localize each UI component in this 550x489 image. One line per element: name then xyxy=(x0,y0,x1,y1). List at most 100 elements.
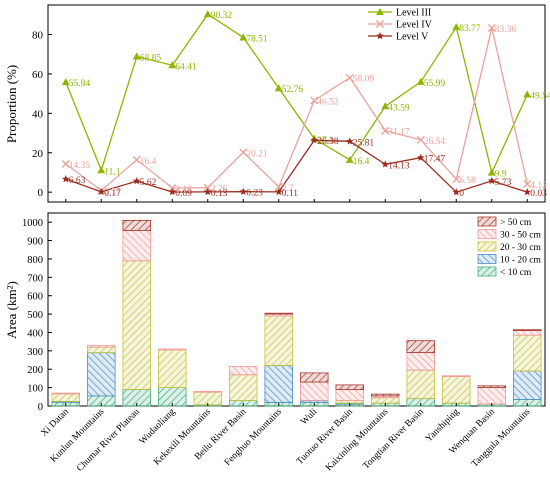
bottom-y-axis: 0 100 200 300 400 500 600 700 800 900 1000 xyxy=(22,218,52,413)
data-label-level-v: 17.47 xyxy=(424,155,446,165)
data-label-level-v: 0.13 xyxy=(211,189,228,199)
point-level-v xyxy=(61,175,70,183)
point-level-iv xyxy=(61,159,70,168)
point-level-v xyxy=(239,187,248,195)
top-series-lines xyxy=(61,10,532,196)
point-level-iv xyxy=(487,23,496,32)
bar-segment-10-20-cm xyxy=(87,352,116,397)
x-tick-label-yanshiping: Yanshiping xyxy=(424,407,462,445)
bar-segment-50-cm xyxy=(477,385,506,388)
bar-segment-50-cm xyxy=(513,329,542,332)
bar-segment-50-cm xyxy=(370,393,400,397)
bar-segment-20-30-cm xyxy=(157,349,187,388)
legend-marker-level-v xyxy=(376,32,384,40)
point-level-iii xyxy=(274,84,283,92)
legend-label-10-20-cm: 10 - 20 cm xyxy=(500,256,542,266)
point-level-iv xyxy=(523,180,532,189)
data-label-level-v: 0.09 xyxy=(175,189,192,199)
bar-segment-20-30-cm xyxy=(228,374,258,401)
point-level-iii xyxy=(345,155,354,163)
series-line-level-iii xyxy=(65,13,528,175)
bar-segment-50-cm xyxy=(299,372,329,383)
point-level-iii xyxy=(452,23,461,31)
x-tick-label-kaixinling-mountains: Kaixinling Mountains xyxy=(324,407,390,473)
data-label-level-iv: 83.36 xyxy=(495,25,517,35)
bar-segment-20-30-cm xyxy=(370,397,400,404)
point-level-iii xyxy=(61,78,70,86)
point-level-v xyxy=(452,188,461,196)
data-label-level-v: 5.62 xyxy=(140,178,157,188)
bar-segment-30-50-cm xyxy=(228,366,258,376)
legend-label-level-v: Level V xyxy=(396,32,429,43)
bottom-plot-frame xyxy=(47,212,546,407)
bottom-y-tick-label: 600 xyxy=(27,292,43,303)
top-y-axis: 0 20 40 60 80 xyxy=(32,30,528,202)
legend-swatch-50-cm xyxy=(477,216,497,227)
data-label-level-iii: 83.77 xyxy=(459,24,481,34)
point-level-iv xyxy=(310,96,319,105)
data-label-level-iii: 43.59 xyxy=(388,103,410,113)
data-label-level-v: 26.38 xyxy=(317,137,339,147)
bar-segment-30-50-cm xyxy=(87,344,116,348)
bar-segment-20-30-cm xyxy=(51,393,81,402)
bottom-y-tick-label: 1000 xyxy=(22,218,43,229)
bottom-y-tick-label: 800 xyxy=(27,255,43,266)
bar-segment-10-20-cm xyxy=(513,370,542,401)
legend-label-10-cm: < 10 cm xyxy=(500,268,532,278)
data-label-level-v: 25.81 xyxy=(353,138,375,148)
point-level-v xyxy=(132,177,141,185)
bar-segment-20-30-cm xyxy=(335,400,364,404)
bottom-y-axis-label: Area (km²) xyxy=(4,281,19,339)
legend-label-50-cm: > 50 cm xyxy=(500,218,532,228)
bar-segment-30-50-cm xyxy=(477,387,506,405)
point-level-iii xyxy=(381,102,390,110)
legend-swatch-20-30-cm xyxy=(477,241,497,252)
legend-marker-level-iv xyxy=(376,20,384,28)
data-label-level-iv: 14.35 xyxy=(69,161,91,171)
legend-label-level-iii: Level III xyxy=(396,8,431,19)
top-y-tick-label: 60 xyxy=(32,69,44,81)
point-level-iv xyxy=(345,73,354,82)
data-label-level-iv: 2.26 xyxy=(211,185,228,195)
data-label-level-v: 14.13 xyxy=(388,161,410,171)
data-label-level-iii: 9.9 xyxy=(495,170,507,180)
bottom-y-tick-label: 100 xyxy=(27,384,43,395)
data-label-level-iv: 31.17 xyxy=(388,128,410,138)
legend-label-30-50-cm: 30 - 50 cm xyxy=(500,231,542,241)
data-label-level-iv: 0.77 xyxy=(104,188,121,198)
point-level-iii xyxy=(523,90,532,98)
data-label-level-iv: 2.13 xyxy=(175,185,192,195)
top-data-labels: 55.84 11.1 68.85 64.41 90.32 78.51 52.76 27.1 16… xyxy=(69,11,550,199)
data-label-level-iv: 46.52 xyxy=(317,98,339,108)
x-tick-label-chumar-river-plateau: Chumar River Plateau xyxy=(75,407,142,474)
top-y-axis-label: Proportion (%) xyxy=(4,65,19,143)
point-level-iv xyxy=(168,183,177,192)
data-label-level-iv: 6.58 xyxy=(459,176,476,186)
point-level-v xyxy=(97,187,106,196)
bar-segment-50-cm xyxy=(264,312,293,315)
data-label-level-iii: 27.1 xyxy=(317,136,334,146)
legend-swatch-10-cm xyxy=(477,266,497,277)
bar-segment-10-20-cm xyxy=(264,365,293,403)
legend-label-20-30-cm: 20 - 30 cm xyxy=(500,243,542,253)
point-level-v xyxy=(487,176,496,185)
point-level-v xyxy=(274,187,283,196)
bar-segment-30-50-cm xyxy=(513,330,542,336)
bar-segment-30-50-cm xyxy=(51,392,81,395)
top-plot-frame xyxy=(47,4,546,203)
bar-segment-20-30-cm xyxy=(441,376,471,404)
point-level-v xyxy=(345,137,354,145)
bar-segment-20-30-cm xyxy=(264,315,293,366)
bottom-y-tick-label: 700 xyxy=(27,273,43,284)
bottom-y-tick-label: 900 xyxy=(27,237,43,248)
bar-segment-30-50-cm xyxy=(441,375,471,378)
data-label-level-iv: 58.09 xyxy=(353,75,375,85)
top-y-tick-label: 0 xyxy=(38,187,44,199)
data-label-level-iii: 78.51 xyxy=(246,34,268,44)
point-level-iv xyxy=(132,155,141,164)
legend-marker-level-iii xyxy=(376,8,384,15)
x-tick-label-xi-datan: Xi Datan xyxy=(39,407,71,439)
legend-swatch-10-20-cm xyxy=(477,254,497,264)
top-y-tick-label: 80 xyxy=(32,30,44,42)
